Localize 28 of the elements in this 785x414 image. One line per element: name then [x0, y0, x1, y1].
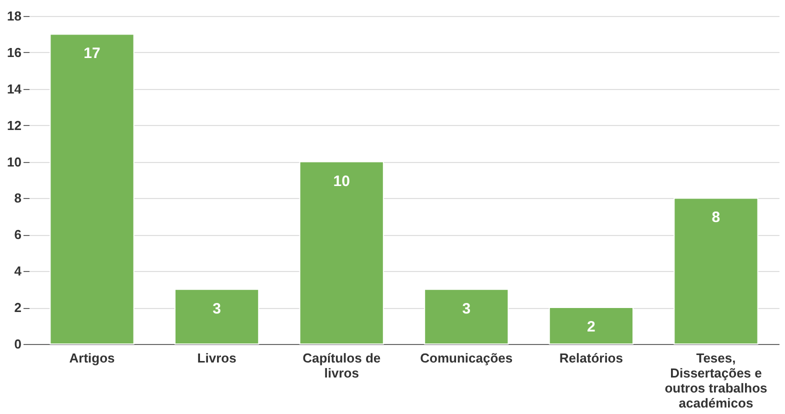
bar — [548, 307, 634, 344]
y-tick-label: 16 — [7, 44, 22, 60]
bar — [174, 288, 260, 344]
x-tick-label: Livros — [197, 350, 236, 366]
x-tick-label: Teses, Dissertações e outros trabalhos académicos — [664, 350, 768, 410]
y-tick-label: 18 — [7, 8, 22, 24]
x-tick-label: Artigos — [69, 350, 115, 366]
y-tick-label: 4 — [14, 264, 22, 279]
bar — [299, 161, 384, 344]
data-label: 10 — [333, 172, 350, 190]
x-tick-label: Comunicações — [420, 350, 513, 366]
data-label: 2 — [587, 318, 596, 336]
bar — [424, 288, 509, 344]
y-tick-label: 2 — [14, 300, 22, 316]
y-tick-label: 0 — [14, 336, 22, 352]
y-tick-label: 12 — [7, 118, 22, 133]
bar — [674, 198, 758, 344]
y-tick-label: 8 — [14, 190, 22, 206]
data-label: 8 — [712, 209, 720, 226]
bar — [50, 34, 134, 344]
x-tick-label: Capítulos de livros — [302, 350, 381, 380]
y-tick-label: 6 — [14, 227, 22, 242]
data-label: 3 — [212, 300, 221, 318]
data-label: 3 — [462, 300, 471, 318]
y-tick-label: 14 — [7, 81, 22, 96]
y-tick-label: 10 — [7, 154, 22, 170]
x-tick-label: Relatórios — [559, 350, 623, 366]
data-label: 17 — [84, 45, 100, 62]
